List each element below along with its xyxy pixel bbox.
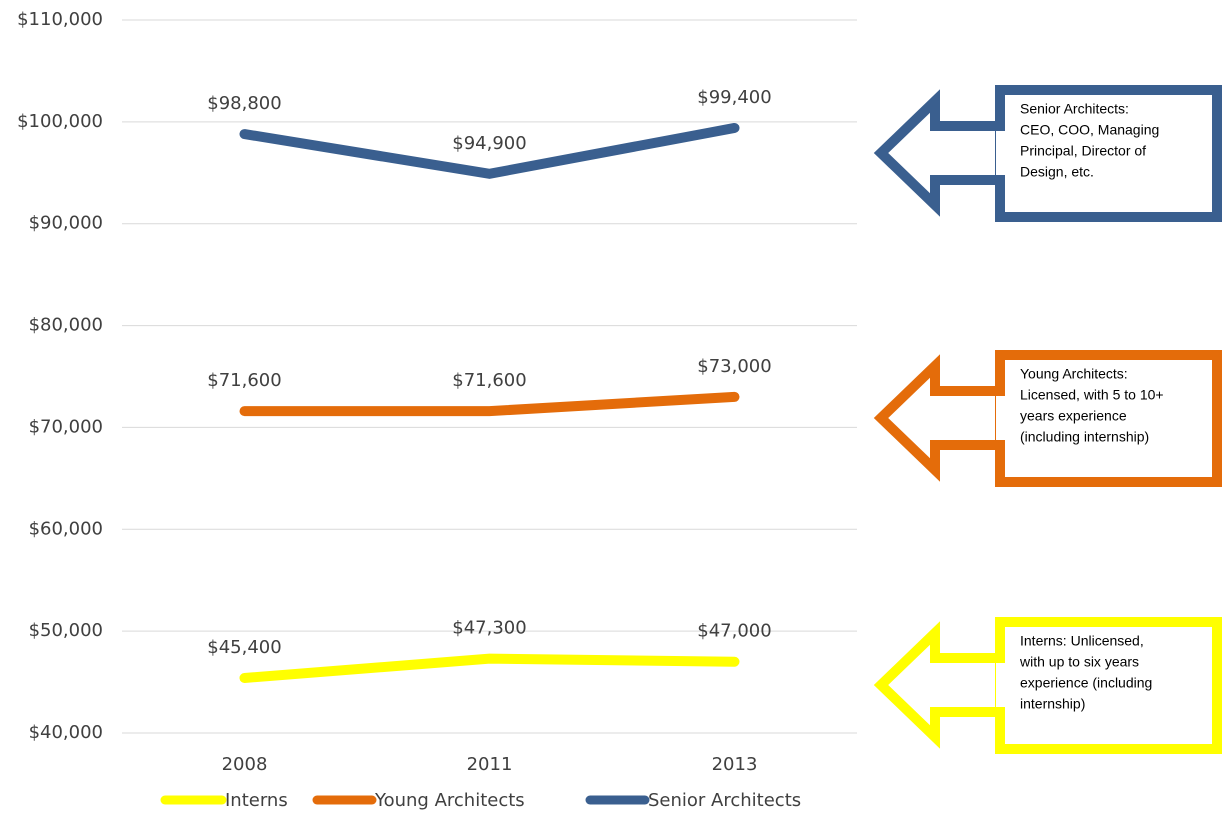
callout-box xyxy=(995,85,1222,222)
callout-arrow xyxy=(873,621,1005,749)
callout-text: internship) xyxy=(1020,696,1085,712)
y-tick-label: $100,000 xyxy=(17,111,103,132)
callout-arrow xyxy=(873,354,1005,482)
y-tick-label: $80,000 xyxy=(29,315,103,336)
data-label: $73,000 xyxy=(697,356,771,377)
callout-arrow xyxy=(873,89,1005,217)
y-tick-label: $90,000 xyxy=(29,213,103,234)
callout-text: (including internship) xyxy=(1020,429,1149,445)
legend-label: Senior Architects xyxy=(648,790,801,811)
callout-text: Licensed, with 5 to 10+ xyxy=(1020,387,1164,403)
callout-joint xyxy=(996,131,1008,175)
series-line xyxy=(239,653,740,683)
x-tick-label: 2013 xyxy=(712,754,758,775)
callout-box xyxy=(995,617,1222,754)
y-tick-label: $40,000 xyxy=(29,722,103,743)
x-tick-label: 2011 xyxy=(467,754,513,775)
data-label: $45,400 xyxy=(207,637,281,658)
callout-box xyxy=(995,350,1222,487)
data-label: $71,600 xyxy=(452,370,526,391)
series-line xyxy=(239,122,740,179)
data-label: $71,600 xyxy=(207,370,281,391)
callout-text: CEO, COO, Managing xyxy=(1020,122,1159,138)
y-tick-label: $60,000 xyxy=(29,518,103,539)
data-label: $94,900 xyxy=(452,133,526,154)
callout-joint xyxy=(996,663,1008,707)
y-tick-label: $110,000 xyxy=(17,9,103,30)
callout-joint xyxy=(996,396,1008,440)
data-label: $98,800 xyxy=(207,93,281,114)
callout-text: Principal, Director of xyxy=(1020,143,1146,159)
series-line xyxy=(239,391,740,417)
y-tick-label: $50,000 xyxy=(29,620,103,641)
data-label: $47,000 xyxy=(697,621,771,642)
callout-text: years experience xyxy=(1020,408,1127,424)
callout-text: experience (including xyxy=(1020,675,1152,691)
callout-text: Interns: Unlicensed, xyxy=(1020,633,1144,649)
callout-text: Senior Architects: xyxy=(1020,101,1129,117)
callout-text: Design, etc. xyxy=(1020,164,1094,180)
data-label: $99,400 xyxy=(697,87,771,108)
y-tick-label: $70,000 xyxy=(29,416,103,437)
data-label: $47,300 xyxy=(452,618,526,639)
callout-text: with up to six years xyxy=(1019,654,1139,670)
legend-label: Interns xyxy=(225,790,288,811)
x-tick-label: 2008 xyxy=(222,754,268,775)
callout-text: Young Architects: xyxy=(1020,366,1128,382)
legend-label: Young Architects xyxy=(374,790,525,811)
